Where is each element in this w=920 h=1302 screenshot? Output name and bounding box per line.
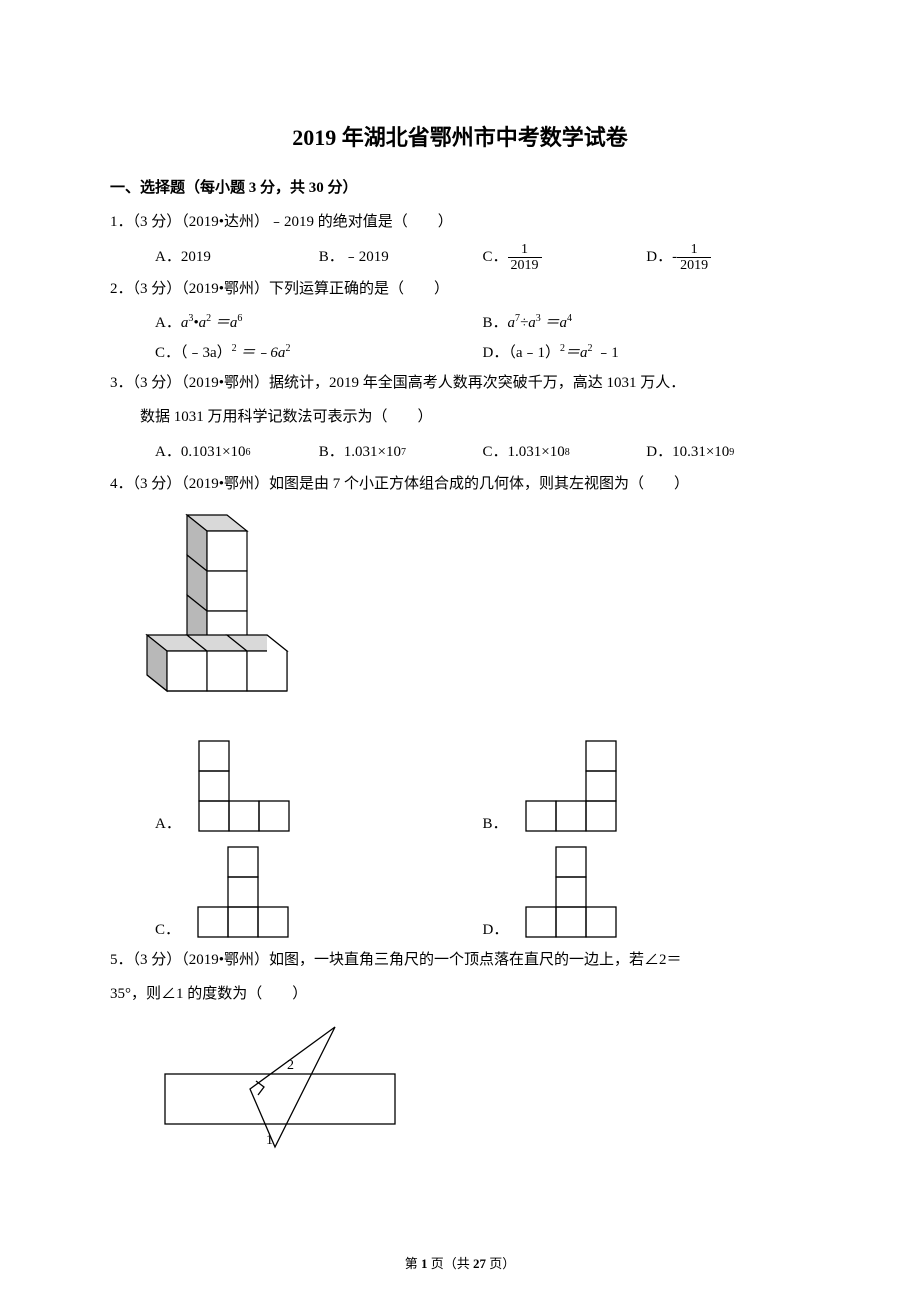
grid-c-icon bbox=[188, 839, 318, 939]
numerator: 1 bbox=[677, 242, 711, 258]
tail: ﹣1 bbox=[593, 345, 619, 361]
section-heading: 一、选择题（每小题 3 分，共 30 分） bbox=[110, 176, 810, 197]
q4-3d-figure bbox=[110, 505, 810, 725]
f-pre: 第 bbox=[405, 1256, 421, 1271]
label: C． bbox=[155, 918, 180, 939]
a2: •a bbox=[193, 315, 206, 331]
f-post: 页） bbox=[486, 1256, 515, 1271]
label: A． bbox=[155, 812, 181, 833]
grid-d-icon bbox=[516, 839, 646, 939]
a1: a bbox=[508, 315, 516, 331]
exam-page: 2019 年湖北省鄂州市中考数学试卷 一、选择题（每小题 3 分，共 30 分）… bbox=[0, 0, 920, 1302]
q2-opt-c: C．（﹣3a）2 ＝﹣6a2 bbox=[155, 338, 483, 368]
a2: ÷a bbox=[520, 315, 536, 331]
q2-options: A．a3•a2 ＝a6 B．a7÷a3 ＝a4 C．（﹣3a）2 ＝﹣6a2 D… bbox=[110, 308, 810, 368]
label: B． bbox=[483, 812, 508, 833]
q4-opt-d: D． bbox=[483, 839, 811, 939]
f-total: 27 bbox=[473, 1256, 486, 1271]
sup: 4 bbox=[567, 313, 572, 324]
q1-options: A．2019 B．﹣2019 C． 1 2019 D． - 1 2019 bbox=[110, 241, 810, 274]
q1-stem: 1．（3 分）（2019•达州）﹣2019 的绝对值是（ ） bbox=[110, 207, 810, 237]
q3-opt-c: C．1.031×108 bbox=[483, 436, 647, 469]
fraction: 1 2019 bbox=[677, 242, 711, 274]
t: D．10.31×10 bbox=[646, 436, 729, 469]
q3-opt-a: A．0.1031×106 bbox=[155, 436, 319, 469]
q2-stem: 2．（3 分）（2019•鄂州）下列运算正确的是（ ） bbox=[110, 274, 810, 304]
q4-opt-a: A． bbox=[155, 733, 483, 833]
q5-stem: 5．（3 分）（2019•鄂州）如图，一块直角三角尺的一个顶点落在直尺的一边上，… bbox=[110, 945, 810, 975]
f-mid: 页（共 bbox=[427, 1256, 473, 1271]
q4-stem: 4．（3 分）（2019•鄂州）如图是由 7 个小正方体组合成的几何体，则其左视… bbox=[110, 469, 810, 499]
denominator: 2019 bbox=[508, 258, 542, 273]
t: C．1.031×10 bbox=[483, 436, 565, 469]
q3-opt-d: D．10.31×109 bbox=[646, 436, 810, 469]
t: B．1.031×10 bbox=[319, 436, 401, 469]
q5-figure: 2 1 bbox=[110, 1019, 810, 1159]
q1-opt-a: A．2019 bbox=[155, 241, 319, 274]
sup: 2 bbox=[285, 343, 290, 354]
pre: B． bbox=[483, 315, 508, 331]
label: D． bbox=[483, 918, 509, 939]
cube-3d-icon bbox=[125, 505, 315, 725]
q1-opt-d: D． - 1 2019 bbox=[646, 241, 810, 274]
q3-opt-b: B．1.031×107 bbox=[319, 436, 483, 469]
q3-stem: 3．（3 分）（2019•鄂州）据统计，2019 年全国高考人数再次突破千万，高… bbox=[110, 368, 810, 398]
text: A．2019 bbox=[155, 241, 211, 274]
q4-row-cd: C． D． bbox=[110, 839, 810, 939]
sup: 6 bbox=[237, 313, 242, 324]
pre: D．（a﹣1） bbox=[483, 345, 561, 361]
grid-a-icon bbox=[189, 733, 319, 833]
q2-opt-b: B．a7÷a3 ＝a4 bbox=[483, 308, 811, 338]
q3-stem2: 数据 1031 万用科学记数法可表示为（ ） bbox=[110, 402, 810, 432]
pre: C．（﹣3a） bbox=[155, 345, 232, 361]
after: ＝﹣6a bbox=[237, 345, 286, 361]
angle1-label: 1 bbox=[266, 1133, 273, 1148]
t: A．0.1031×10 bbox=[155, 436, 246, 469]
q2-opt-a: A．a3•a2 ＝a6 bbox=[155, 308, 483, 338]
q1-opt-c: C． 1 2019 bbox=[483, 241, 647, 274]
text: B．﹣2019 bbox=[319, 241, 389, 274]
triangle-ruler-icon: 2 1 bbox=[155, 1019, 415, 1159]
q2-opt-d: D．（a﹣1）2＝a2 ﹣1 bbox=[483, 338, 811, 368]
page-title: 2019 年湖北省鄂州市中考数学试卷 bbox=[110, 120, 810, 152]
denominator: 2019 bbox=[677, 258, 711, 273]
q4-opt-c: C． bbox=[155, 839, 483, 939]
q1-opt-b: B．﹣2019 bbox=[319, 241, 483, 274]
numerator: 1 bbox=[508, 242, 542, 258]
q4-row-ab: A． B． bbox=[110, 733, 810, 833]
eq: ＝a bbox=[541, 315, 567, 331]
angle2-label: 2 bbox=[287, 1058, 294, 1073]
q4-opt-b: B． bbox=[483, 733, 811, 833]
fraction: 1 2019 bbox=[508, 242, 542, 274]
prefix: C． bbox=[483, 241, 508, 274]
after: ＝a bbox=[565, 345, 588, 361]
grid-b-icon bbox=[516, 733, 646, 833]
eq: ＝a bbox=[211, 315, 237, 331]
prefix: D． bbox=[646, 241, 672, 274]
page-footer: 第 1 页（共 27 页） bbox=[0, 1253, 920, 1272]
q5-stem2: 35°，则∠1 的度数为（ ） bbox=[110, 979, 810, 1009]
q3-options: A．0.1031×106 B．1.031×107 C．1.031×108 D．1… bbox=[110, 436, 810, 469]
pre: A． bbox=[155, 315, 181, 331]
